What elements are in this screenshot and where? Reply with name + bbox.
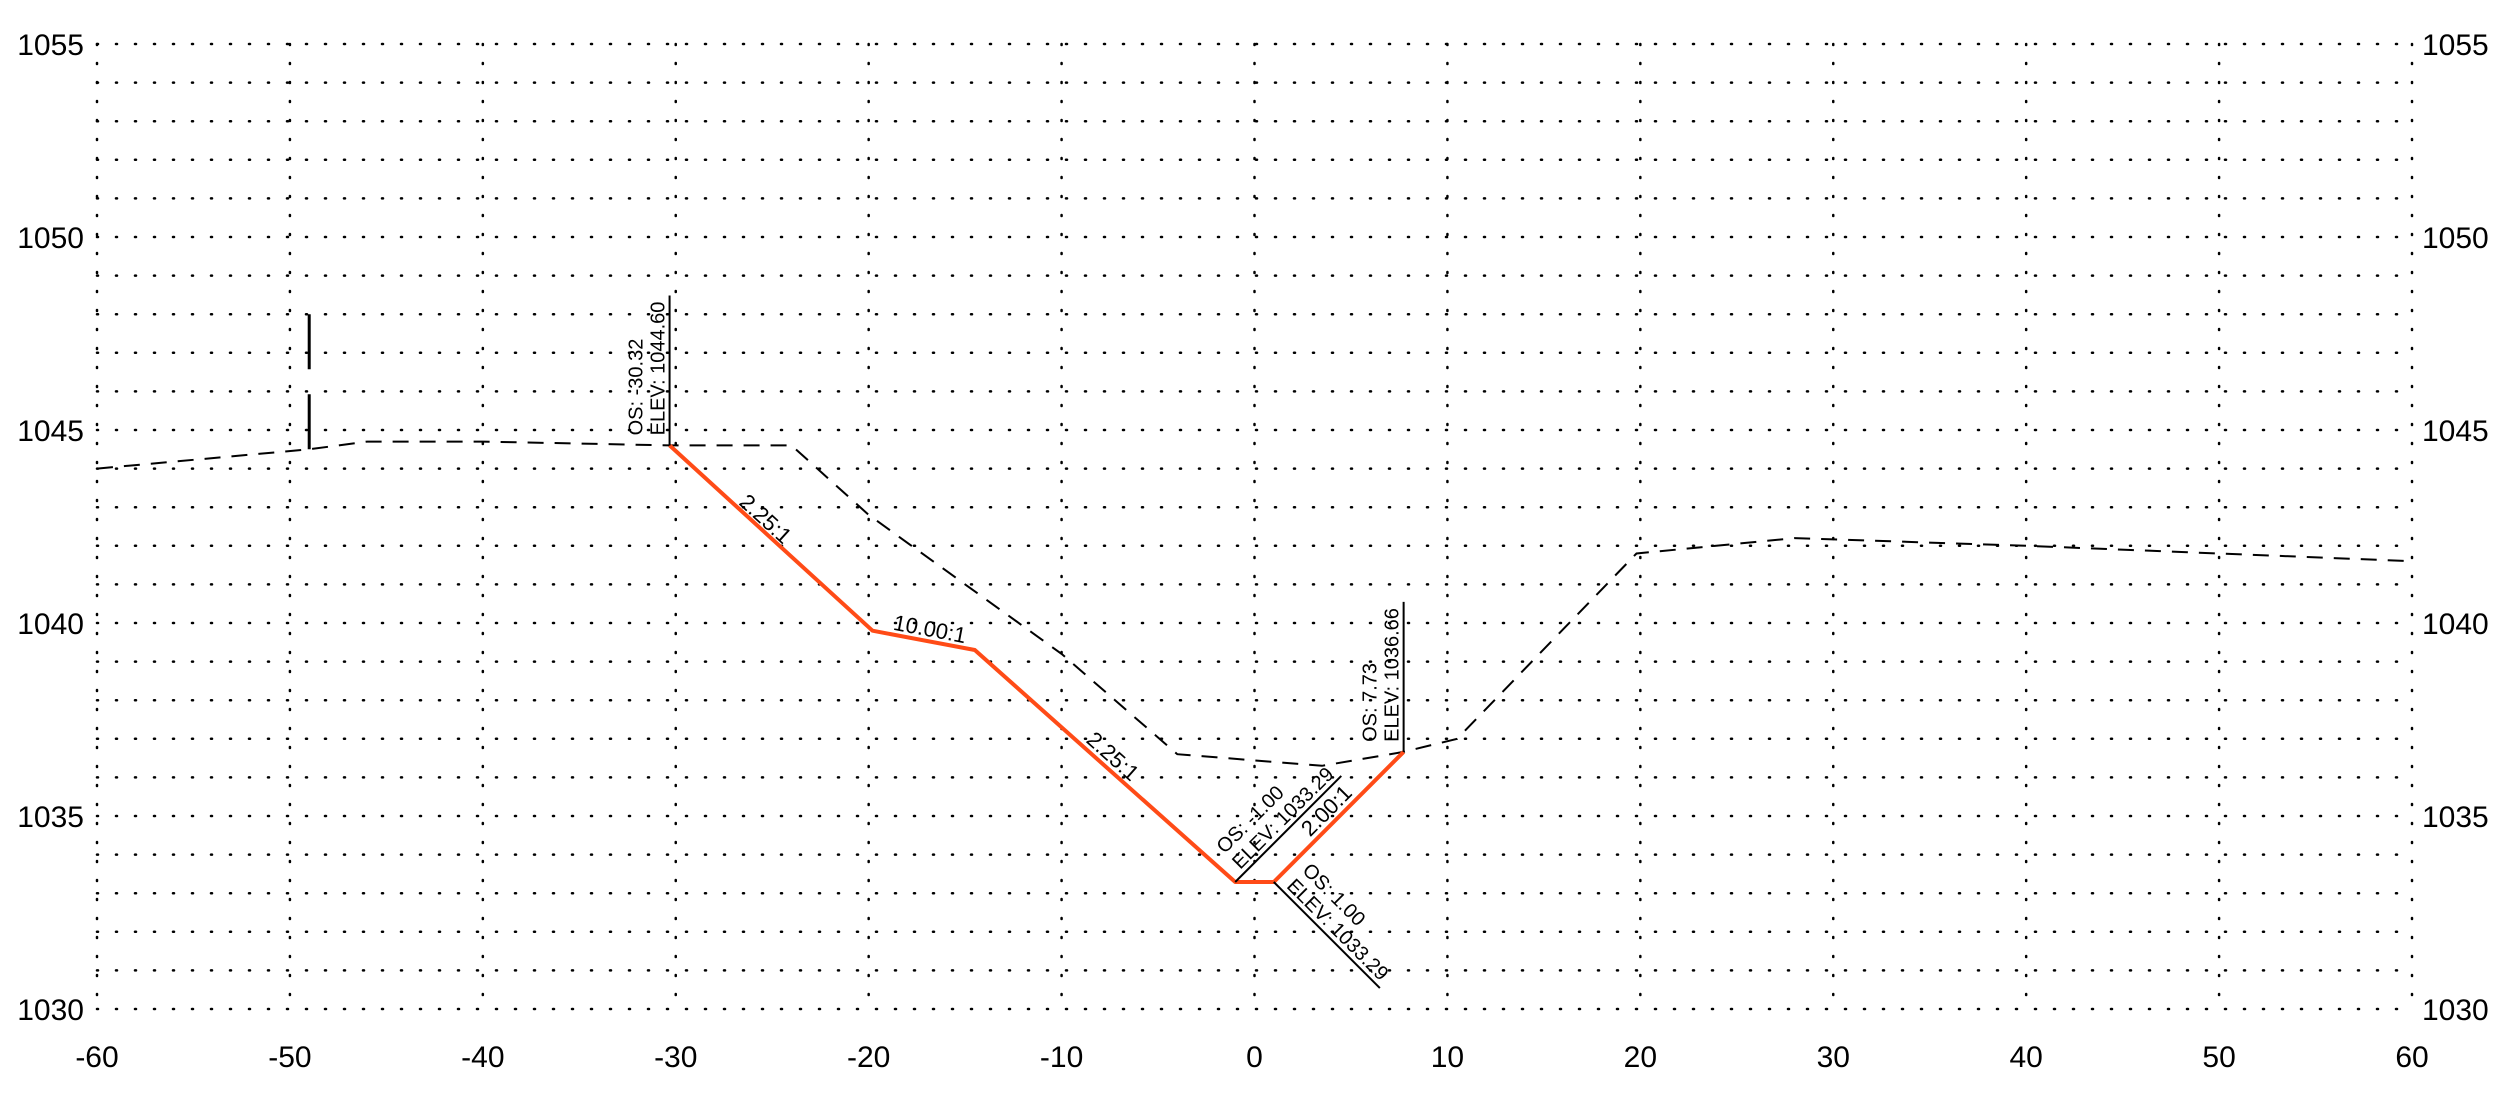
- annotation-leader: [1273, 881, 1381, 989]
- x-tick-label: -60: [75, 1041, 118, 1074]
- existing-ground-line: [96, 440, 2413, 767]
- station-annotations: OS: -30.32 ELEV: 1044.60 OS: 7.73 ELEV: 103…: [626, 295, 1405, 989]
- annotation-label: ELEV: 1044.60: [648, 302, 670, 436]
- y-tick-label-left: 1035: [17, 801, 84, 834]
- slope-label: 2.25:1: [735, 489, 797, 549]
- x-tick-label: 50: [2202, 1041, 2235, 1074]
- y-axis-right: 1055 1050 1045 1040 1035 1030: [2422, 29, 2489, 1027]
- y-tick-label-right: 1040: [2422, 608, 2489, 641]
- y-tick-label-left: 1050: [17, 222, 84, 255]
- x-tick-label: 20: [1624, 1041, 1657, 1074]
- x-tick-label: -40: [461, 1041, 504, 1074]
- design-section-line: [668, 443, 1406, 884]
- y-tick-label-right: 1035: [2422, 801, 2489, 834]
- y-tick-label-left: 1030: [17, 994, 84, 1027]
- y-axis-left: 1055 1050 1045 1040 1035 1030: [17, 29, 84, 1027]
- y-tick-label-right: 1045: [2422, 415, 2489, 448]
- annotation-label: OS: -30.32: [626, 339, 648, 436]
- x-axis: -60 -50 -40 -30 -20 -10 0 10 20 30 40 50 60: [75, 1041, 2428, 1074]
- x-tick-label: -20: [847, 1041, 890, 1074]
- profile-lines: [96, 302, 2413, 884]
- annotation-leader: [1234, 775, 1342, 883]
- x-tick-label: -10: [1040, 1041, 1083, 1074]
- x-tick-label: 30: [1817, 1041, 1850, 1074]
- y-tick-label-left: 1045: [17, 415, 84, 448]
- x-tick-label: 10: [1431, 1041, 1464, 1074]
- station-annotation: OS: -30.32 ELEV: 1044.60: [626, 295, 671, 446]
- y-tick-label-right: 1030: [2422, 994, 2489, 1027]
- x-tick-label: -30: [654, 1041, 697, 1074]
- y-tick-label-left: 1055: [17, 29, 84, 62]
- slope-labels: 2.25:110.00:12.25:12.00:1: [735, 489, 1357, 841]
- y-tick-label-right: 1055: [2422, 29, 2489, 62]
- x-tick-label: 60: [2395, 1041, 2428, 1074]
- station-annotation: OS: 7.73 ELEV: 1036.66: [1360, 601, 1405, 752]
- annotation-label: OS: 7.73: [1360, 663, 1382, 742]
- grid: [95, 42, 2414, 1011]
- y-tick-label-left: 1040: [17, 608, 84, 641]
- x-tick-label: 40: [2009, 1041, 2042, 1074]
- annotation-label: ELEV: 1036.66: [1382, 608, 1404, 742]
- y-tick-label-right: 1050: [2422, 222, 2489, 255]
- x-tick-label: -50: [268, 1041, 311, 1074]
- x-tick-label: 0: [1246, 1041, 1263, 1074]
